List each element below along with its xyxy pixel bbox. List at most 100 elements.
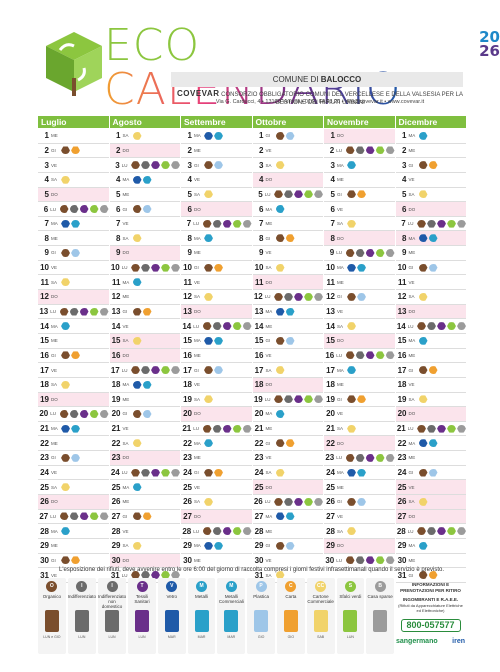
- waste-p-icon: [285, 131, 295, 140]
- day-label: VE: [51, 470, 58, 476]
- legend-item: I Indifferenziato non domestico LUN: [97, 578, 127, 654]
- day-label: VE: [408, 279, 415, 285]
- legend-i-icon: I: [76, 581, 88, 592]
- day-row: 9 ME: [181, 246, 252, 261]
- legend-v-icon: V: [166, 581, 178, 592]
- legend-day: LUN: [346, 635, 354, 639]
- legend-name: Metalli Commerciali: [218, 594, 244, 604]
- day-number: 28: [396, 526, 406, 536]
- legend-item: M Metalli MAR: [187, 578, 216, 654]
- waste-o-icon: [417, 322, 426, 331]
- waste-c-icon: [285, 234, 295, 243]
- waste-o-icon: [347, 292, 356, 301]
- day-number: 2: [402, 145, 407, 155]
- day-row: 17 GI: [181, 363, 252, 378]
- day-label: LU: [50, 513, 56, 519]
- day-label: LU: [264, 499, 271, 505]
- day-number: 12: [397, 292, 407, 302]
- waste-t-icon: [151, 263, 160, 272]
- waste-cc-icon: [132, 131, 142, 140]
- legend-name: Casa sparse: [367, 594, 393, 599]
- legend-day: GIO: [287, 635, 295, 639]
- waste-c-icon: [71, 146, 80, 155]
- day-row: 25 VE: [181, 480, 252, 496]
- waste-o-icon: [131, 366, 140, 375]
- waste-c-icon: [428, 571, 438, 580]
- day-number: 6: [402, 204, 407, 214]
- day-row: 7 ME: [252, 217, 323, 232]
- day-number: 17: [326, 365, 335, 375]
- day-label: ME: [194, 147, 201, 153]
- day-label: DO: [408, 513, 416, 519]
- waste-v-icon: [204, 336, 213, 345]
- day-number: 6: [187, 204, 192, 214]
- waste-o-icon: [347, 497, 356, 506]
- day-label: DO: [51, 396, 58, 402]
- day-label: MA: [194, 235, 201, 241]
- day-number: 24: [254, 468, 264, 478]
- day-number: 13: [111, 307, 121, 316]
- bin-icon: [373, 610, 388, 632]
- day-label: MA: [408, 133, 416, 139]
- month-column: Ottobre 1 GI 2 VE 3 SA 4 DO 5 LU 6 MA 7 ME 8 GI 9 VE 10 SA 11…: [252, 116, 323, 583]
- day-label: ME: [337, 177, 344, 183]
- day-row: 29 MA: [395, 539, 466, 554]
- day-number: 8: [402, 233, 407, 243]
- waste-p-icon: [285, 336, 295, 345]
- waste-t-icon: [437, 527, 446, 536]
- day-row: 13 MA: [252, 305, 323, 320]
- day-row: 11 MA: [109, 275, 180, 291]
- waste-b-icon: [99, 409, 109, 418]
- day-label: VE: [337, 513, 344, 519]
- day-number: 21: [396, 424, 406, 434]
- day-number: 8: [187, 233, 192, 243]
- day-label: VE: [122, 323, 129, 329]
- waste-o-icon: [131, 571, 140, 580]
- waste-o-icon: [61, 248, 70, 257]
- day-number: 3: [259, 160, 264, 170]
- day-label: VE: [122, 528, 129, 534]
- waste-t-icon: [222, 424, 232, 433]
- day-label: GI: [265, 338, 271, 344]
- day-label: ME: [408, 557, 416, 563]
- day-row: 9 ME: [395, 246, 466, 261]
- day-number: 2: [187, 145, 192, 155]
- day-row: 30 DO: [109, 553, 180, 569]
- day-row: 3 SA: [252, 158, 323, 173]
- day-number: 12: [183, 292, 192, 302]
- day-row: 24 GI: [181, 466, 252, 481]
- phone-number[interactable]: 800-057577: [400, 618, 461, 632]
- org-line: COVEVAR CONSORZIO OBBLIGATORIO COMUNI DE…: [177, 89, 463, 107]
- day-label: MA: [408, 235, 416, 241]
- waste-i-icon: [212, 219, 222, 228]
- waste-o-icon: [275, 541, 285, 550]
- day-row: 19 LU: [252, 393, 323, 408]
- waste-s-icon: [161, 263, 170, 272]
- day-number: 16: [183, 350, 192, 360]
- day-row: 5 SA: [395, 188, 466, 203]
- day-row: 22 ME: [38, 436, 109, 452]
- day-label: SA: [194, 499, 201, 505]
- day-number: 2: [44, 145, 49, 155]
- waste-p-icon: [214, 366, 223, 375]
- waste-p-icon: [285, 541, 295, 550]
- day-row: 14 LU: [181, 319, 252, 334]
- day-label: MA: [122, 177, 130, 183]
- day-label: LU: [264, 191, 271, 197]
- day-number: 1: [330, 131, 335, 141]
- day-number: 29: [183, 541, 192, 551]
- day-label: VE: [51, 367, 58, 373]
- day-row: 8 MA: [395, 231, 466, 247]
- waste-cc-icon: [204, 190, 213, 199]
- day-number: 13: [397, 307, 407, 316]
- waste-m-icon: [142, 380, 152, 389]
- day-row: 11 VE: [395, 275, 466, 291]
- waste-cc-icon: [418, 497, 428, 506]
- day-number: 26: [253, 497, 263, 507]
- day-row: 29 MA: [181, 539, 252, 554]
- day-number: 7: [116, 219, 121, 229]
- waste-s-icon: [161, 161, 170, 170]
- day-row: 13 GI: [109, 305, 180, 320]
- day-row: 20 DO: [395, 407, 466, 422]
- day-number: 18: [40, 380, 49, 390]
